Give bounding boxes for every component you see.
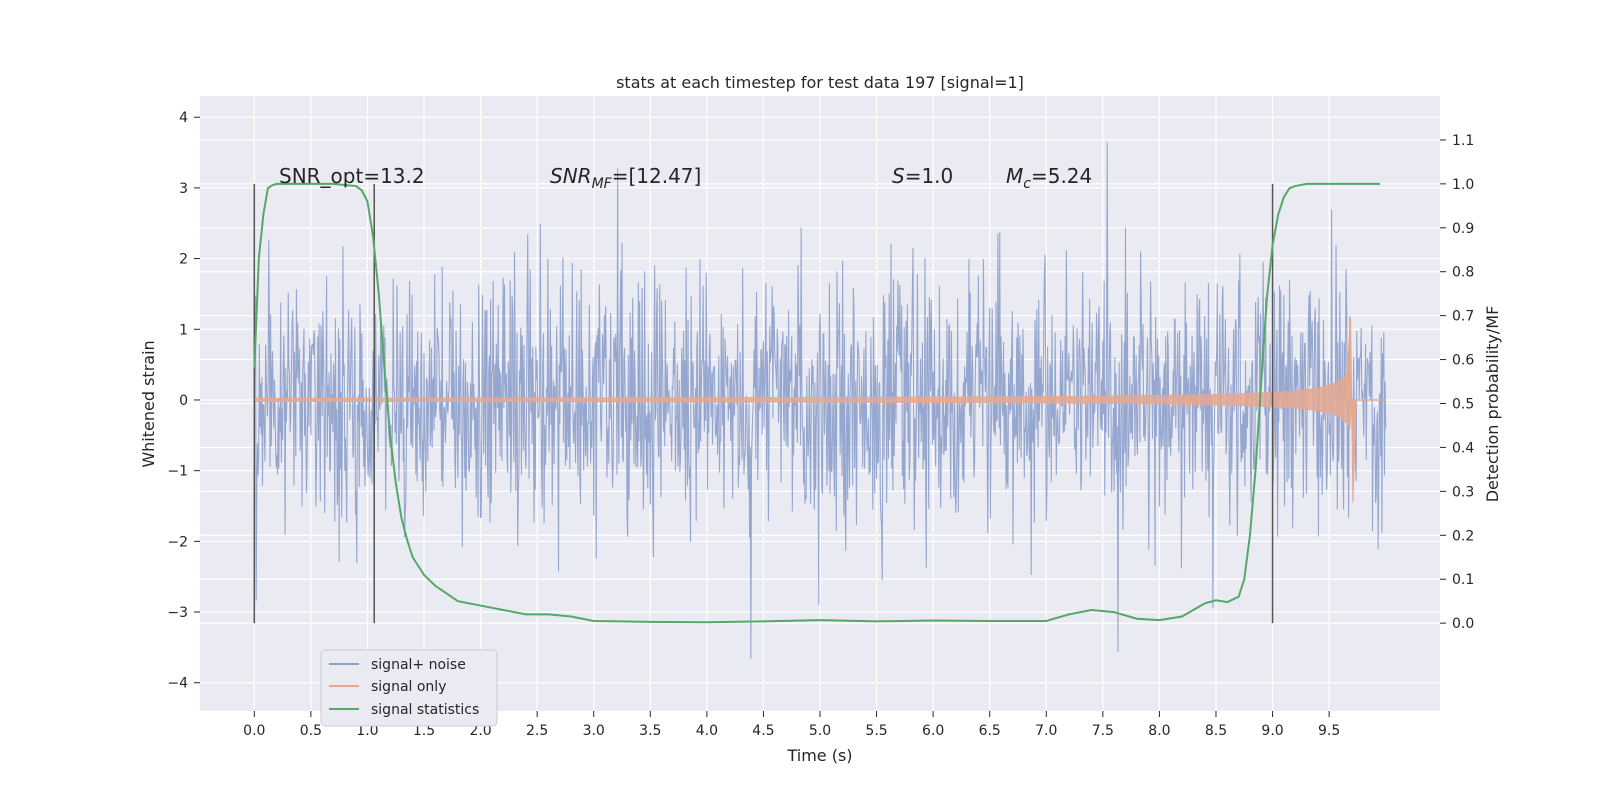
x-tick-label: 3.0 [583,723,605,739]
left-y-tick-label: 2 [179,252,188,268]
x-axis-label: Time (s) [786,746,852,765]
legend: signal+ noise signal only signal statist… [320,649,498,727]
chart-title: stats at each timestep for test data 197… [616,73,1024,92]
left-y-tick-label: 1 [179,322,188,338]
legend-label-signal-noise: signal+ noise [371,657,466,673]
annotation-snr-mf-value: =[12.47] [612,164,702,188]
legend-box [320,649,498,727]
x-tick-label: 0.0 [243,723,265,739]
right-y-tick-label: 1.0 [1452,177,1474,193]
annotation-s: S=1.0 [892,164,953,188]
legend-label-signal-statistics: signal statistics [371,702,479,718]
right-y-tick-label: 0.3 [1452,484,1474,500]
series-signal-noise [253,142,1387,659]
right-y-tick-label: 0.1 [1452,572,1474,588]
right-y-axis-label: Detection probability/MF [1483,306,1502,503]
x-tick-label: 8.0 [1148,723,1170,739]
right-y-tick-label: 1.1 [1452,133,1474,149]
x-tick-label: 3.5 [639,723,661,739]
annotation-mc: Mc=5.24 [1006,164,1092,192]
left-y-tick-label: −3 [167,605,188,621]
annotation-snr-mf: SNRMF=[12.47] [550,164,701,192]
x-tick-label: 5.5 [865,723,887,739]
left-y-ticks: −4 −3 −2 −1 0 1 2 3 4 [167,110,200,692]
right-y-tick-label: 0.0 [1452,616,1474,632]
series-signal-statistics [253,182,1381,624]
x-tick-label: 6.5 [979,723,1001,739]
right-y-tick-label: 0.7 [1452,309,1474,325]
right-y-tick-label: 0.5 [1452,397,1474,413]
x-tick-label: 8.5 [1205,723,1227,739]
annotation-mc-value: =5.24 [1031,164,1092,188]
x-tick-label: 6.0 [922,723,944,739]
right-y-tick-label: 0.2 [1452,528,1474,544]
right-y-tick-label: 0.8 [1452,265,1474,281]
series-signal-only [253,366,1353,430]
x-tick-label: 9.0 [1261,723,1283,739]
left-y-axis-label: Whitened strain [139,340,158,467]
right-y-tick-label: 0.9 [1452,221,1474,237]
x-tick-label: 0.5 [300,723,322,739]
x-tick-label: 7.5 [1092,723,1114,739]
left-y-tick-label: −4 [167,676,188,692]
plot-content [253,142,1387,659]
x-tick-label: 1.0 [356,723,378,739]
right-y-ticks: 0.0 0.1 0.2 0.3 0.4 0.5 0.6 0.7 0.8 0.9 1.0 1.1 [1440,133,1474,632]
x-tick-label: 5.0 [809,723,831,739]
left-y-tick-label: −2 [167,534,188,550]
x-tick-label: 2.5 [526,723,548,739]
x-tick-label: 4.0 [696,723,718,739]
right-y-tick-label: 0.6 [1452,353,1474,369]
left-y-tick-label: −1 [167,464,188,480]
annotation-s-value: =1.0 [905,164,954,188]
x-tick-label: 2.0 [469,723,491,739]
left-y-tick-label: 0 [179,393,188,409]
right-y-tick-label: 0.4 [1452,440,1474,456]
x-tick-label: 4.5 [752,723,774,739]
x-tick-label: 1.5 [413,723,435,739]
annotation-snr-opt: SNR_opt=13.2 [279,164,425,188]
left-y-tick-label: 4 [179,110,188,126]
legend-label-signal-only: signal only [371,679,446,695]
x-tick-label: 9.5 [1318,723,1340,739]
left-y-tick-label: 3 [179,181,188,197]
x-ticks: 0.0 0.5 1.0 1.5 2.0 2.5 3.0 3.5 4.0 4.5 5.0 5.5 6.0 6… [243,711,1340,739]
x-tick-label: 7.0 [1035,723,1057,739]
